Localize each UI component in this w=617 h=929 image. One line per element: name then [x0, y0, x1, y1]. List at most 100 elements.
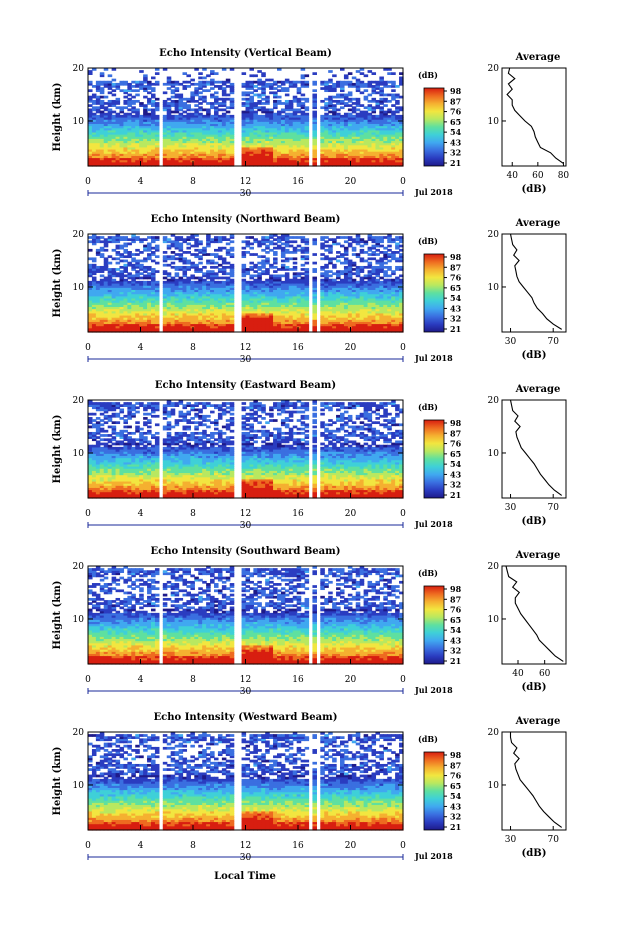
heatmap-cell	[399, 155, 404, 159]
heatmap-cell	[214, 125, 219, 129]
heatmap-cell	[178, 140, 184, 144]
heatmap-cell	[304, 159, 310, 163]
heatmap-cell	[107, 327, 113, 331]
heatmap-cell	[284, 78, 290, 82]
heatmap-cell	[170, 82, 176, 86]
heatmap-cell	[261, 155, 266, 159]
heatmap-cell	[119, 127, 125, 131]
heatmap-cell	[99, 80, 105, 84]
heatmap-cell	[257, 265, 262, 269]
heatmap-cell	[123, 153, 128, 156]
heatmap-cell	[107, 85, 113, 88]
heatmap-cell	[88, 312, 93, 316]
heatmap-cell	[328, 121, 333, 124]
heatmap-cell	[324, 159, 329, 163]
heatmap-cell	[277, 157, 282, 161]
heatmap-cell	[379, 129, 384, 133]
heatmap-cell	[249, 121, 254, 124]
heatmap-cell	[88, 155, 93, 159]
heatmap-cell	[186, 112, 191, 116]
heatmap-cell	[359, 157, 365, 161]
heatmap-cell	[351, 268, 357, 271]
heatmap-cell	[249, 261, 254, 265]
heatmap-cell	[202, 99, 207, 103]
heatmap-cell	[391, 72, 396, 75]
heatmap-cell	[119, 123, 125, 127]
heatmap-cell	[265, 78, 270, 82]
heatmap-cell	[174, 159, 180, 163]
heatmap-cell	[241, 125, 247, 129]
heatmap-cell	[99, 240, 105, 244]
heatmap-cell	[277, 131, 282, 135]
heatmap-cell	[320, 82, 325, 86]
heatmap-cell	[91, 242, 97, 246]
heatmap-cell	[375, 151, 380, 154]
heatmap-cell	[332, 121, 337, 124]
heatmap-cell	[399, 129, 404, 133]
heatmap-cell	[115, 257, 121, 261]
heatmap-cell	[95, 308, 101, 312]
heatmap-cell	[103, 108, 109, 112]
heatmap-cell	[241, 146, 247, 150]
heatmap-cell	[95, 314, 101, 318]
heatmap-cell	[359, 238, 365, 241]
heatmap-cell	[206, 148, 211, 152]
heatmap-cell	[99, 280, 105, 284]
heatmap-cell	[249, 144, 254, 148]
heatmap-cell	[379, 151, 384, 154]
heatmap-cell	[284, 117, 290, 120]
heatmap-cell	[221, 80, 227, 84]
heatmap-cell	[343, 93, 349, 97]
heatmap-cell	[135, 80, 140, 84]
heatmap-cell	[351, 157, 357, 161]
heatmap-cell	[249, 87, 254, 90]
heatmap-cell	[363, 134, 369, 137]
heatmap-cell	[103, 159, 109, 163]
heatmap-cell	[221, 102, 227, 105]
heatmap-cell	[127, 123, 132, 127]
heatmap-cell	[320, 117, 325, 120]
heatmap-cell	[214, 142, 219, 146]
heatmap-cell	[288, 155, 294, 159]
heatmap-cell	[363, 117, 369, 120]
heatmap-cell	[119, 148, 125, 152]
heatmap-cell	[312, 82, 317, 86]
heatmap-cell	[363, 140, 369, 144]
heatmap-cell	[170, 146, 176, 150]
heatmap-cell	[379, 127, 384, 131]
heatmap-cell	[367, 129, 373, 133]
heatmap-cell	[119, 108, 125, 112]
heatmap-cell	[166, 148, 172, 152]
heatmap-cell	[210, 117, 215, 120]
heatmap-cell	[253, 153, 258, 156]
heatmap-cell	[280, 82, 286, 86]
heatmap-cell	[217, 136, 223, 139]
heatmap-cell	[371, 159, 377, 163]
heatmap-cell	[249, 99, 254, 103]
heatmap-cell	[190, 78, 195, 82]
heatmap-cell	[178, 97, 184, 101]
heatmap-cell	[182, 114, 188, 118]
heatmap-cell	[147, 97, 152, 101]
heatmap-cell	[107, 317, 113, 320]
heatmap-cell	[304, 138, 310, 142]
heatmap-cell	[143, 110, 148, 114]
heatmap-cell	[225, 121, 231, 124]
heatmap-cell	[241, 85, 247, 88]
heatmap-cell	[312, 146, 317, 150]
heatmap-cell	[99, 136, 105, 139]
heatmap-cell	[103, 144, 109, 148]
heatmap-cell	[103, 287, 109, 290]
heatmap-cell	[328, 123, 333, 127]
heatmap-cell	[245, 236, 251, 239]
heatmap-cell	[111, 85, 117, 88]
heatmap-cell	[383, 153, 388, 156]
heatmap-cell	[328, 161, 333, 165]
heatmap-cell	[332, 125, 337, 129]
heatmap-cell	[154, 106, 160, 110]
heatmap-cell	[395, 110, 400, 114]
heatmap-cell	[99, 329, 105, 333]
heatmap-cell	[347, 82, 353, 86]
heatmap-cell	[103, 321, 109, 325]
heatmap-cell	[273, 87, 278, 90]
